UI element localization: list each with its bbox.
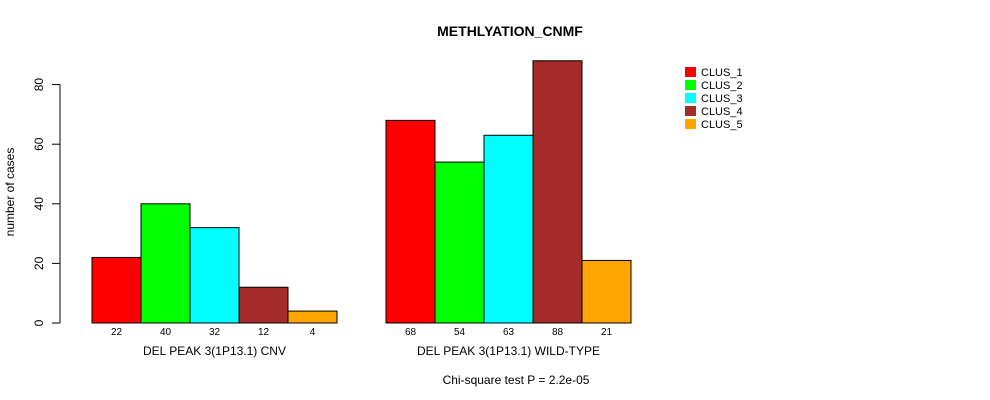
count-labels: 22 40 32 12 4 68 54 63 88 21	[111, 327, 613, 338]
bar-count-label: 22	[111, 327, 123, 338]
chi-square-annotation: Chi-square test P = 2.2e-05	[443, 373, 590, 387]
bar-clus-2	[140, 203, 191, 324]
group-labels: DEL PEAK 3(1P13.1) CNV DEL PEAK 3(1P13.1)…	[143, 344, 600, 358]
bar-clus-5	[287, 310, 338, 324]
bars	[91, 60, 632, 324]
bar-count-label: 32	[209, 327, 221, 338]
y-axis: 0 20 40 60 80	[32, 78, 61, 326]
bar-clus-2	[434, 161, 485, 324]
legend-label: CLUS_3	[701, 93, 743, 105]
bar-count-label: 21	[601, 327, 613, 338]
legend-swatch	[685, 119, 696, 129]
y-axis-label: number of cases	[3, 148, 17, 237]
y-tick-label: 80	[32, 78, 46, 92]
group-label: DEL PEAK 3(1P13.1) WILD-TYPE	[417, 344, 600, 358]
bar-clus-4	[238, 286, 289, 324]
legend-label: CLUS_5	[701, 119, 743, 131]
legend-swatch	[685, 67, 696, 77]
y-tick-label: 0	[32, 319, 46, 326]
bar-clus-1	[385, 119, 436, 324]
legend-swatch	[685, 80, 696, 90]
y-tick-label: 40	[32, 197, 46, 211]
y-tick-label: 60	[32, 137, 46, 151]
group-label: DEL PEAK 3(1P13.1) CNV	[143, 344, 286, 358]
legend-swatch	[685, 93, 696, 103]
legend-label: CLUS_1	[701, 67, 743, 79]
bar-clus-3	[189, 227, 240, 324]
bar-count-label: 12	[258, 327, 270, 338]
legend-swatch	[685, 106, 696, 116]
bar-clus-4	[532, 60, 583, 324]
bar-count-label: 88	[552, 327, 564, 338]
legend-label: CLUS_2	[701, 80, 743, 92]
legend-label: CLUS_4	[701, 106, 743, 118]
bar-count-label: 68	[405, 327, 417, 338]
chart-title: METHLYATION_CNMF	[437, 23, 583, 39]
y-tick-label: 20	[32, 256, 46, 270]
bar-count-label: 40	[160, 327, 172, 338]
bar-count-label: 54	[454, 327, 466, 338]
bar-count-label: 4	[310, 327, 316, 338]
bar-clus-5	[581, 259, 632, 324]
bar-clus-3	[483, 134, 534, 324]
bar-clus-1	[91, 256, 142, 324]
bar-count-label: 63	[503, 327, 515, 338]
